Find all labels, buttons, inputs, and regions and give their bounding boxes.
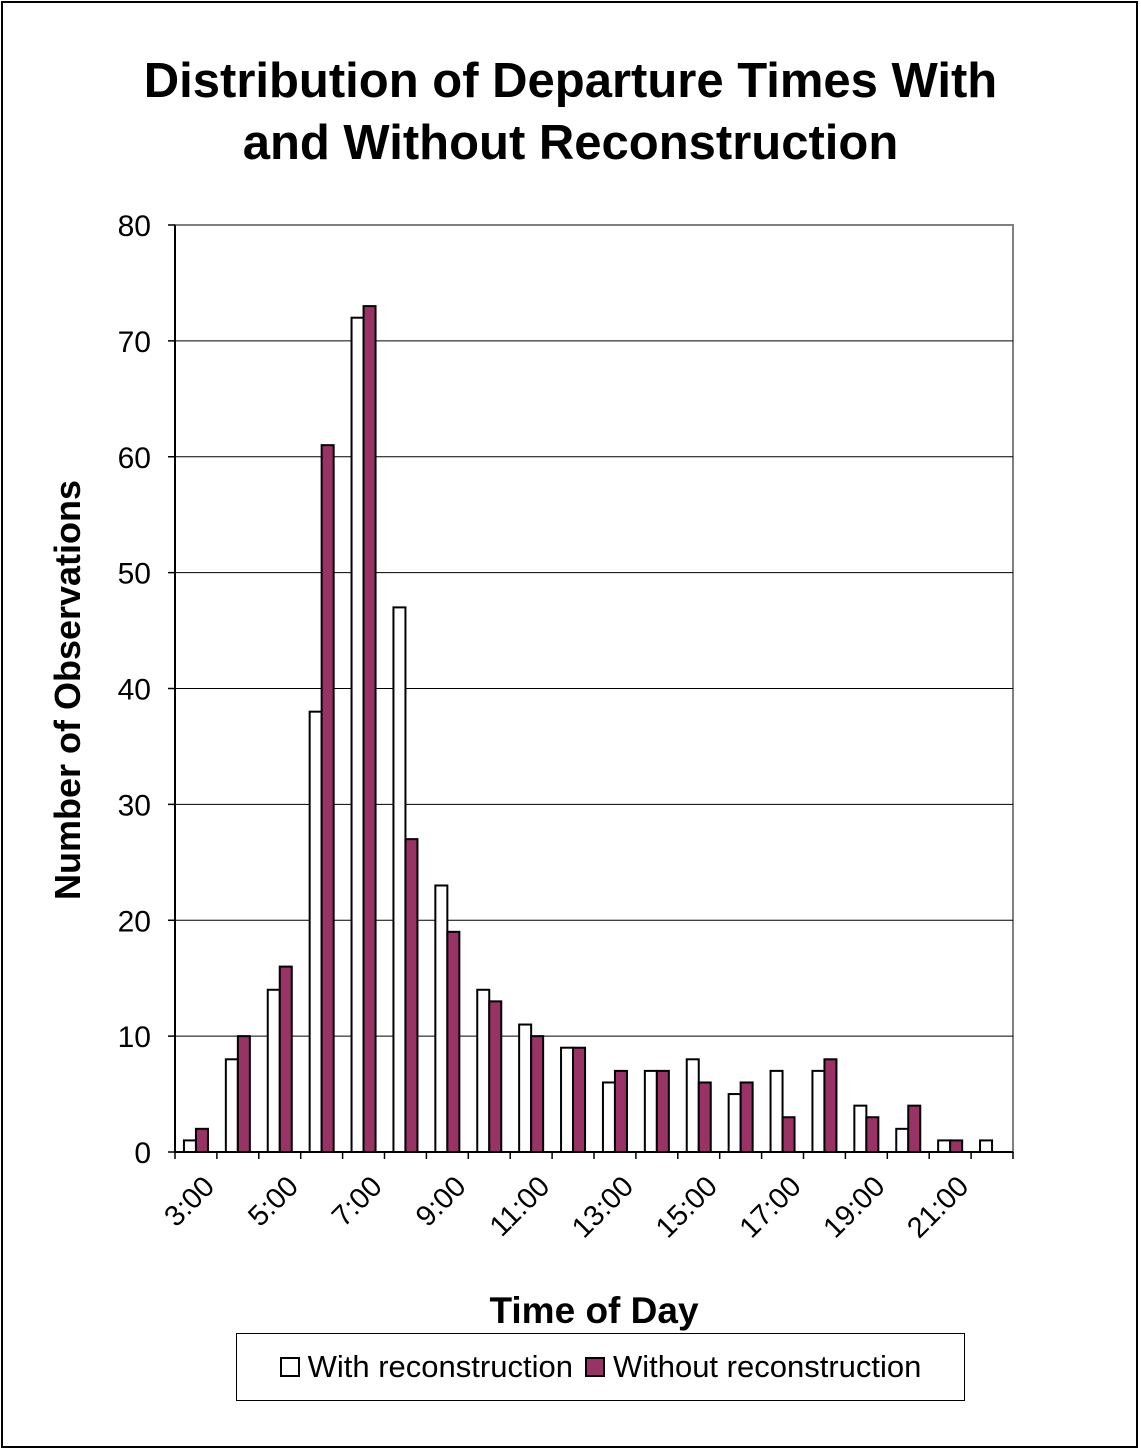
bar-with-0	[182, 1139, 197, 1153]
bar-without-4	[362, 305, 377, 1153]
legend-label-without: Without reconstruction	[612, 1349, 922, 1384]
legend-label-with: With reconstruction	[307, 1349, 573, 1384]
chart-title: Distribution of Departure Times With and…	[0, 50, 1141, 174]
bar-without-7	[488, 1000, 503, 1153]
chart-title-line-2: and Without Reconstruction	[242, 116, 899, 170]
bar-with-19	[979, 1139, 994, 1153]
bar-with-17	[895, 1127, 910, 1153]
y-tick-label-60: 60	[118, 442, 151, 475]
bar-with-10	[601, 1081, 616, 1153]
y-tick-label-30: 30	[118, 789, 151, 822]
bar-without-6	[446, 930, 461, 1154]
legend-swatch-with	[279, 1357, 300, 1377]
y-tick-label-80: 80	[118, 210, 151, 243]
bar-with-4	[350, 316, 365, 1153]
x-tick-label-13-00: 13:00	[566, 1170, 640, 1244]
y-tick-label-40: 40	[118, 674, 151, 707]
bar-without-0	[194, 1127, 209, 1153]
bar-without-2	[278, 965, 293, 1153]
legend-item-with: With reconstruction	[279, 1349, 573, 1385]
y-tick-label-50: 50	[118, 558, 151, 591]
bar-without-9	[572, 1046, 587, 1154]
x-tick-label-7-00: 7:00	[326, 1170, 389, 1233]
x-tick-label-21-00: 21:00	[901, 1170, 975, 1244]
bar-without-16	[865, 1116, 880, 1154]
bar-with-9	[560, 1046, 575, 1154]
bar-without-11	[655, 1069, 670, 1153]
x-tick-label-5-00: 5:00	[242, 1170, 305, 1233]
x-tick-label-17-00: 17:00	[734, 1170, 808, 1244]
bar-with-2	[266, 988, 281, 1154]
bar-without-15	[823, 1058, 838, 1154]
bar-without-10	[613, 1069, 628, 1153]
y-tick-label-0: 0	[134, 1137, 151, 1170]
y-tick-label-70: 70	[118, 326, 151, 359]
legend-item-without: Without reconstruction	[584, 1349, 922, 1385]
bar-with-12	[685, 1058, 700, 1154]
bar-with-13	[727, 1093, 742, 1153]
legend: With reconstruction Without reconstructi…	[236, 1333, 965, 1401]
y-axis-label: Number of Observations	[47, 479, 88, 901]
bar-without-13	[739, 1081, 754, 1153]
bar-with-6	[434, 884, 449, 1153]
bar-with-1	[224, 1058, 239, 1154]
chart-title-line-1: Distribution of Departure Times With	[143, 54, 998, 108]
bar-with-8	[518, 1023, 533, 1153]
bar-with-14	[769, 1069, 784, 1153]
x-tick-label-11-00: 11:00	[484, 1170, 556, 1242]
x-tick-label-9-00: 9:00	[410, 1170, 473, 1233]
bar-with-16	[853, 1104, 868, 1154]
y-tick-label-20: 20	[118, 905, 151, 938]
bar-without-14	[781, 1116, 796, 1154]
bar-without-17	[907, 1104, 922, 1154]
bar-with-11	[643, 1069, 658, 1153]
bar-with-5	[392, 606, 407, 1153]
bar-with-15	[811, 1069, 826, 1153]
bar-without-1	[236, 1035, 251, 1153]
x-tick-label-19-00: 19:00	[817, 1170, 891, 1244]
x-tick-label-3-00: 3:00	[158, 1170, 221, 1233]
bar-without-12	[697, 1081, 712, 1153]
x-axis-label: Time of Day	[489, 1290, 699, 1331]
bar-without-8	[530, 1035, 545, 1153]
bar-with-18	[937, 1139, 952, 1153]
bar-with-3	[308, 710, 323, 1153]
bar-without-5	[404, 838, 419, 1153]
x-tick-label-15-00: 15:00	[650, 1170, 724, 1244]
legend-swatch-without	[584, 1357, 605, 1377]
bar-without-3	[320, 444, 335, 1154]
y-tick-label-10: 10	[118, 1021, 151, 1054]
bar-without-18	[949, 1139, 964, 1153]
bar-with-7	[476, 988, 491, 1154]
